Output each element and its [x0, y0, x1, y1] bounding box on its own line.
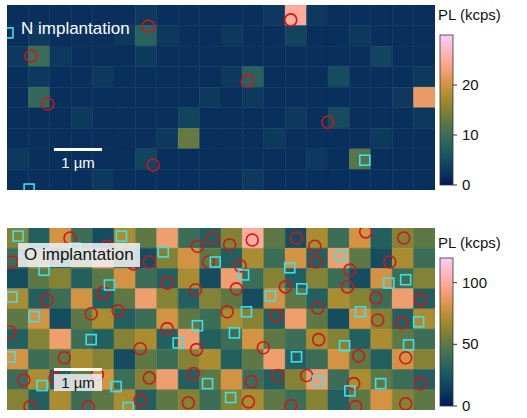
html-text:N implantation: N implantation	[21, 19, 130, 38]
html-text:1 µm: 1 µm	[61, 154, 95, 171]
svg-text:50: 50	[462, 335, 479, 352]
html-text:PL (kcps): PL (kcps)	[438, 234, 501, 251]
svg-text:10: 10	[462, 126, 479, 143]
svg-text:0: 0	[462, 397, 470, 414]
svg-text:100: 100	[462, 274, 487, 291]
html-text:1 µm: 1 µm	[61, 374, 95, 391]
svg-text:20: 20	[462, 76, 479, 93]
svg-text:0: 0	[462, 176, 470, 193]
html-text:O implantation: O implantation	[24, 245, 134, 264]
html-text:PL (kcps): PL (kcps)	[438, 6, 501, 23]
